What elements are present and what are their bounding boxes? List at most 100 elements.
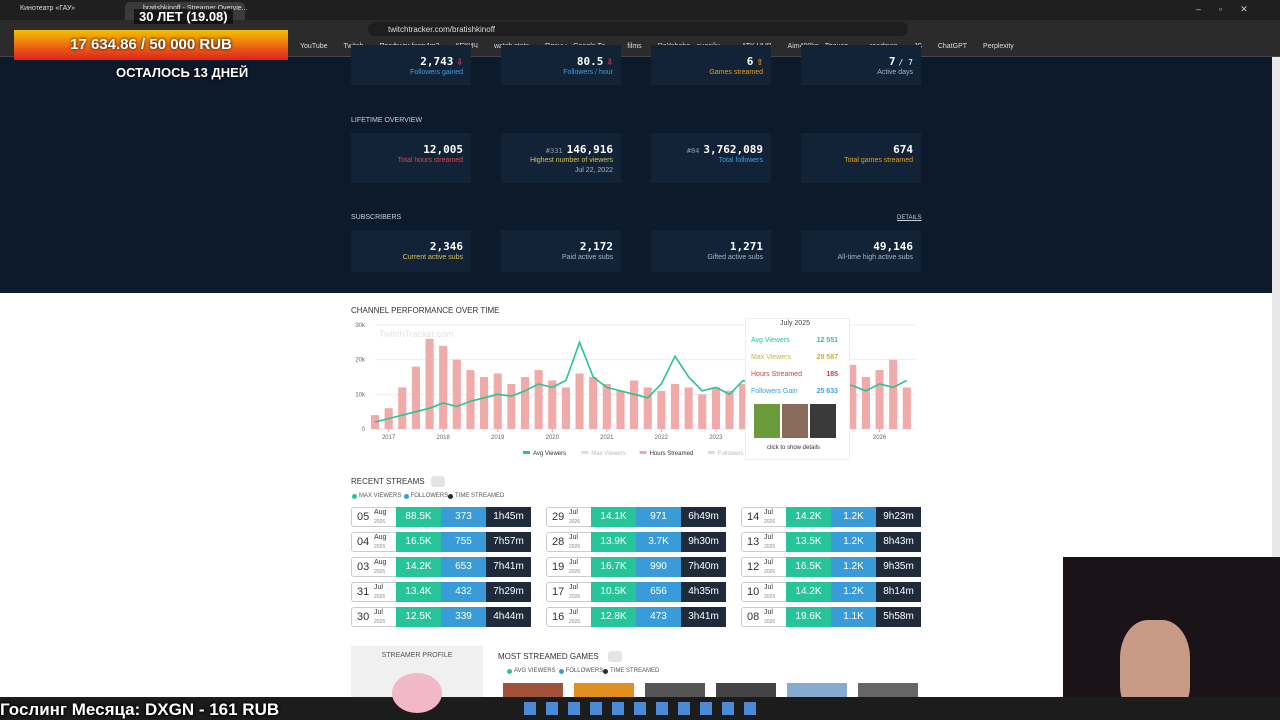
bookmark[interactable]: Perplexity <box>983 43 1014 50</box>
arrow-btn[interactable] <box>431 476 445 487</box>
game-thumb[interactable] <box>754 404 780 438</box>
stream-time[interactable]: 9h30m <box>681 532 726 552</box>
stream-month: Jul <box>764 509 773 516</box>
section-title[interactable]: MOST STREAMED GAMES <box>498 652 599 661</box>
legend-swatch <box>581 451 589 454</box>
section-title[interactable]: RECENT STREAMS <box>351 477 425 486</box>
stat-value: 2,743 ⇩ <box>351 55 463 68</box>
stream-followers[interactable]: 339 <box>441 607 486 627</box>
stream-year: 2026 <box>764 619 776 625</box>
url-bar[interactable] <box>368 22 908 36</box>
stream-followers[interactable]: 1.2K <box>831 557 876 577</box>
stream-time[interactable]: 8h43m <box>876 532 921 552</box>
stream-max-viewers[interactable]: 13.9K <box>591 532 636 552</box>
stream-max-viewers[interactable]: 10.5K <box>591 582 636 602</box>
stream-followers[interactable]: 432 <box>441 582 486 602</box>
stream-max-viewers[interactable]: 16.7K <box>591 557 636 577</box>
dark-section <box>0 57 1280 293</box>
stream-followers[interactable]: 656 <box>636 582 681 602</box>
details-link[interactable]: DETAILS <box>897 215 922 221</box>
legend-label: TIME STREAMED <box>610 668 660 674</box>
bookmark[interactable]: ChatGPT <box>937 43 968 50</box>
stream-followers[interactable]: 373 <box>441 507 486 527</box>
stream-month: Jul <box>374 584 383 591</box>
stream-max-viewers[interactable]: 14.2K <box>786 582 831 602</box>
stream-followers[interactable]: 3.7K <box>636 532 681 552</box>
game-thumb[interactable] <box>574 683 634 697</box>
taskbar-icons[interactable] <box>524 702 759 715</box>
arrow-btn[interactable] <box>608 651 622 662</box>
stream-day: 13 <box>747 536 760 548</box>
stream-time[interactable]: 9h35m <box>876 557 921 577</box>
url[interactable]: twitchtracker.com/bratishkinoff <box>388 25 496 34</box>
game-thumb[interactable] <box>782 404 808 438</box>
rank: #331 <box>545 147 563 155</box>
stream-time[interactable]: 4h35m <box>681 582 726 602</box>
stream-followers[interactable]: 1.1K <box>831 607 876 627</box>
overlay-goal: 17 634.86 / 50 000 RUB <box>70 36 232 53</box>
stream-year: 2026 <box>374 569 386 575</box>
stream-time[interactable]: 6h49m <box>681 507 726 527</box>
stream-time[interactable]: 7h29m <box>486 582 531 602</box>
stream-max-viewers[interactable]: 14.2K <box>786 507 831 527</box>
stream-time[interactable]: 7h41m <box>486 557 531 577</box>
stream-month: Aug <box>374 534 387 541</box>
stream-time[interactable]: 9h23m <box>876 507 921 527</box>
game-thumb[interactable] <box>810 404 836 438</box>
bookmark[interactable]: YouTube <box>300 43 328 50</box>
stream-followers[interactable]: 653 <box>441 557 486 577</box>
stream-time[interactable]: 4h44m <box>486 607 531 627</box>
game-thumb[interactable] <box>787 683 847 697</box>
stream-followers[interactable]: 1.2K <box>831 507 876 527</box>
stream-time[interactable]: 1h45m <box>486 507 531 527</box>
stream-max-viewers[interactable]: 14.1K <box>591 507 636 527</box>
game-thumb[interactable] <box>858 683 918 697</box>
stream-year: 2026 <box>374 544 386 550</box>
stream-followers[interactable]: 473 <box>636 607 681 627</box>
stream-followers[interactable]: 1.2K <box>831 532 876 552</box>
bar <box>411 366 420 429</box>
bar <box>889 359 898 429</box>
bar <box>520 377 530 429</box>
stream-month: Jul <box>569 534 578 541</box>
stat-value: 80.5 ⇩ <box>501 55 613 68</box>
tooltip-label: Max Viewers <box>751 354 791 361</box>
stream-followers[interactable]: 1.2K <box>831 582 876 602</box>
stream-max-viewers[interactable]: 14.2K <box>396 557 441 577</box>
stream-year: 2026 <box>764 569 776 575</box>
stream-followers[interactable]: 971 <box>636 507 681 527</box>
tab-title[interactable]: Кинотеатр «ГАУ» <box>20 5 75 12</box>
game-thumb[interactable] <box>503 683 563 697</box>
stream-followers[interactable]: 990 <box>636 557 681 577</box>
stream-max-viewers[interactable]: 12.8K <box>591 607 636 627</box>
tooltip-label: Avg Viewers <box>751 337 790 344</box>
stream-max-viewers[interactable]: 13.4K <box>396 582 441 602</box>
bookmark[interactable]: films <box>627 43 642 50</box>
stream-max-viewers[interactable]: 13.5K <box>786 532 831 552</box>
window-controls[interactable]: –▫✕ <box>1196 4 1266 14</box>
stream-time[interactable]: 7h40m <box>681 557 726 577</box>
stat-label: Followers / hour <box>563 69 613 76</box>
stat-label: Games streamed <box>709 69 763 76</box>
sub-value: 2,346 <box>429 240 463 253</box>
game-thumb[interactable] <box>645 683 705 697</box>
x-tick-label: 2020 <box>546 435 560 441</box>
sub-card <box>801 230 921 272</box>
stream-followers[interactable]: 755 <box>441 532 486 552</box>
game-thumb[interactable] <box>716 683 776 697</box>
stream-time[interactable]: 7h57m <box>486 532 531 552</box>
tooltip-value: 12 551 <box>816 337 838 344</box>
stream-max-viewers[interactable]: 88.5K <box>396 507 441 527</box>
stream-max-viewers[interactable]: 16.5K <box>786 557 831 577</box>
stream-month: Jul <box>764 559 773 566</box>
bar <box>684 387 693 429</box>
tab-title[interactable]: bratishkinoff - Streamer Overvie... <box>143 5 248 12</box>
stream-max-viewers[interactable]: 19.6K <box>786 607 831 627</box>
stream-time[interactable]: 8h14m <box>876 582 921 602</box>
stream-time[interactable]: 3h41m <box>681 607 726 627</box>
stream-max-viewers[interactable]: 16.5K <box>396 532 441 552</box>
scrollbar[interactable] <box>1272 57 1280 557</box>
stream-max-viewers[interactable]: 12.5K <box>396 607 441 627</box>
section-title: LIFETIME OVERVIEW <box>351 117 423 124</box>
stream-time[interactable]: 5h58m <box>876 607 921 627</box>
